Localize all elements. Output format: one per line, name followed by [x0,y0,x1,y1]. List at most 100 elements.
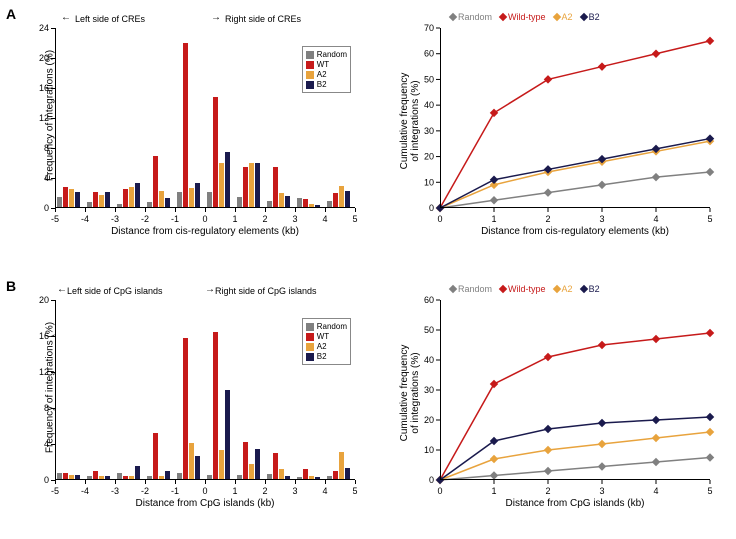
x-tick-label: 4 [322,486,327,496]
y-tick-label: 0 [31,475,49,485]
line-legend-item: Random [450,284,492,294]
data-marker [544,467,552,475]
bar [159,191,164,208]
bar [99,195,104,209]
data-marker [490,109,498,117]
data-marker [652,416,660,424]
bar [177,192,182,209]
bar [249,163,254,208]
line-legend-item: A2 [554,284,573,294]
svg-text:10: 10 [424,177,434,187]
svg-text:40: 40 [424,100,434,110]
data-marker [598,181,606,189]
bar [135,183,140,209]
data-marker [490,455,498,463]
legend-item: B2 [306,80,347,89]
svg-text:50: 50 [424,325,434,335]
bar [183,43,188,208]
series-line [440,41,710,208]
data-marker [598,440,606,448]
x-tick-label: -5 [51,486,59,496]
legend-item: A2 [306,70,347,79]
data-marker [652,49,660,57]
bar [243,167,248,208]
data-marker [598,419,606,427]
bar [339,452,344,480]
x-tick-label: -1 [171,486,179,496]
x-tick-label: -5 [51,214,59,224]
data-marker [706,453,714,461]
line-plot-a: 010203040506070012345 [440,28,710,208]
svg-text:2: 2 [545,486,550,496]
svg-text:30: 30 [424,126,434,136]
y-title-bar-a: Frequency of integrations (%) [45,36,56,196]
y-title-line-a: Cumulative frequencyof integrations (%) [399,41,421,201]
panel-b-line-chart: 0102030405060012345 RandomWild-typeA2B2 [440,300,710,480]
bar [333,193,338,208]
x-tick-label: 3 [292,486,297,496]
svg-text:70: 70 [424,23,434,33]
x-axis-line-b [440,479,710,480]
svg-text:0: 0 [429,475,434,485]
svg-text:1: 1 [491,486,496,496]
bar [183,338,188,480]
panel-a-line-chart: 010203040506070012345 RandomWild-typeA2B… [440,28,710,208]
x-tick-label: -2 [141,486,149,496]
bar [213,332,218,480]
svg-text:0: 0 [429,203,434,213]
bar [279,193,284,208]
arrow-left-a: ← [61,12,71,23]
y-axis-line-b [440,300,441,480]
svg-text:4: 4 [653,486,658,496]
data-marker [544,446,552,454]
line-legend-item: Random [450,12,492,22]
panel-a-label: A [6,6,16,22]
x-tick-label: -3 [111,486,119,496]
svg-text:5: 5 [707,486,712,496]
bar [249,464,254,480]
svg-text:5: 5 [707,214,712,224]
x-tick-label: -2 [141,214,149,224]
data-marker [652,173,660,181]
y-tick-label: 0 [31,203,49,213]
svg-text:2: 2 [545,214,550,224]
svg-text:10: 10 [424,445,434,455]
line-legend-item: A2 [554,12,573,22]
svg-text:20: 20 [424,415,434,425]
y-axis-line-a [440,28,441,208]
bar [129,187,134,208]
y-tick-label: 24 [31,23,49,33]
line-legend-b: RandomWild-typeA2B2 [450,284,600,294]
svg-text:4: 4 [653,214,658,224]
x-tick-label: 4 [322,214,327,224]
data-marker [490,175,498,183]
x-tick-label: -3 [111,214,119,224]
legend-item: B2 [306,352,347,361]
bar [273,167,278,208]
data-marker [544,425,552,433]
x-tick-label: 1 [232,214,237,224]
bar [225,152,230,208]
x-tick-label: 3 [292,214,297,224]
bar [243,442,248,480]
legend-item: WT [306,332,347,341]
region-right-a: Right side of CREs [225,14,301,24]
data-marker [652,335,660,343]
x-axis-a [55,207,355,208]
line-legend-item: B2 [581,12,600,22]
bar [219,450,224,480]
series-line [440,417,710,480]
x-tick-label: 5 [352,214,357,224]
data-marker [706,168,714,176]
data-marker [706,37,714,45]
data-marker [544,188,552,196]
bar [189,188,194,208]
x-tick-label: -4 [81,486,89,496]
svg-text:0: 0 [437,214,442,224]
x-title-bar-a: Distance from cis-regulatory elements (k… [55,226,355,237]
region-left-b: Left side of CpG islands [67,286,163,296]
bar [153,433,158,480]
series-line [440,141,710,208]
x-tick-label: -1 [171,214,179,224]
x-tick-label: 1 [232,486,237,496]
